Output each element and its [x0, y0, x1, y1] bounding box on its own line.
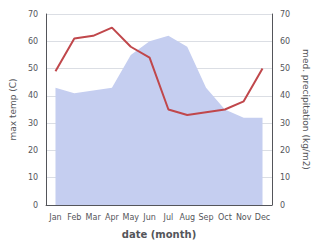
svg-text:May: May	[122, 213, 139, 222]
svg-text:60: 60	[28, 37, 38, 46]
svg-text:Aug: Aug	[179, 213, 195, 222]
svg-text:20: 20	[28, 146, 38, 155]
svg-text:30: 30	[280, 119, 290, 128]
svg-text:Mar: Mar	[86, 213, 102, 222]
svg-text:Oct: Oct	[218, 213, 232, 222]
svg-text:0: 0	[33, 201, 38, 210]
svg-text:70: 70	[280, 10, 290, 19]
svg-text:60: 60	[280, 37, 290, 46]
svg-text:Dec: Dec	[255, 213, 270, 222]
svg-text:30: 30	[28, 119, 38, 128]
svg-text:70: 70	[28, 10, 38, 19]
svg-text:50: 50	[28, 64, 38, 73]
svg-text:Jan: Jan	[48, 213, 61, 222]
svg-text:max temp (C): max temp (C)	[8, 78, 18, 140]
svg-text:Jun: Jun	[142, 213, 156, 222]
svg-text:10: 10	[28, 173, 38, 182]
svg-text:20: 20	[280, 146, 290, 155]
svg-text:Apr: Apr	[105, 213, 120, 222]
svg-text:date (month): date (month)	[122, 229, 196, 240]
svg-text:40: 40	[280, 91, 290, 100]
svg-text:50: 50	[280, 64, 290, 73]
svg-text:Jul: Jul	[163, 213, 174, 222]
svg-text:med. precipitation (kg/m2): med. precipitation (kg/m2)	[301, 49, 311, 170]
svg-text:Feb: Feb	[67, 213, 81, 222]
svg-text:40: 40	[28, 91, 38, 100]
svg-text:0: 0	[280, 201, 285, 210]
svg-text:Sep: Sep	[199, 213, 214, 222]
svg-text:10: 10	[280, 173, 290, 182]
svg-text:Nov: Nov	[236, 213, 252, 222]
